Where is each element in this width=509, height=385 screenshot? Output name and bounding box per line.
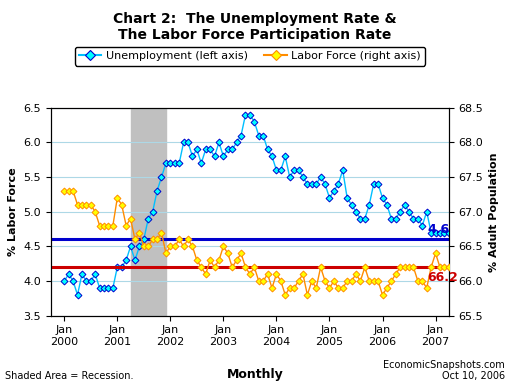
Bar xyxy=(130,108,165,316)
Text: 4.6: 4.6 xyxy=(427,223,449,236)
Text: Shaded Area = Recession.: Shaded Area = Recession. xyxy=(5,371,133,381)
Text: Monthly: Monthly xyxy=(226,368,283,381)
Y-axis label: % Labor Force: % Labor Force xyxy=(8,167,18,256)
Text: EconomicSnapshots.com
Oct 10, 2006: EconomicSnapshots.com Oct 10, 2006 xyxy=(382,360,504,381)
Y-axis label: % Adult Population: % Adult Population xyxy=(488,152,498,271)
Text: Chart 2:  The Unemployment Rate &
The Labor Force Participation Rate: Chart 2: The Unemployment Rate & The Lab… xyxy=(113,12,396,42)
Legend: Unemployment (left axis), Labor Force (right axis): Unemployment (left axis), Labor Force (r… xyxy=(74,47,425,66)
Text: 66.2: 66.2 xyxy=(427,271,458,284)
